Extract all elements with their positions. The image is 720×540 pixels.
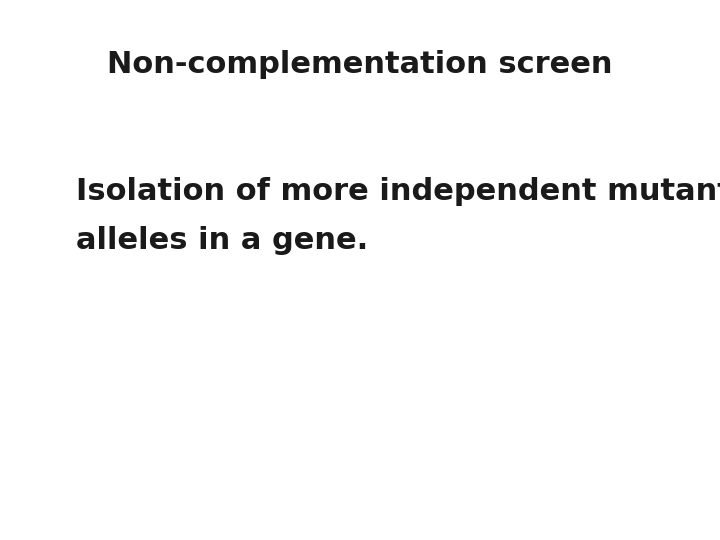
Text: Isolation of more independent mutant: Isolation of more independent mutant xyxy=(76,177,720,206)
Text: alleles in a gene.: alleles in a gene. xyxy=(76,226,368,255)
Text: Non-complementation screen: Non-complementation screen xyxy=(107,50,613,79)
